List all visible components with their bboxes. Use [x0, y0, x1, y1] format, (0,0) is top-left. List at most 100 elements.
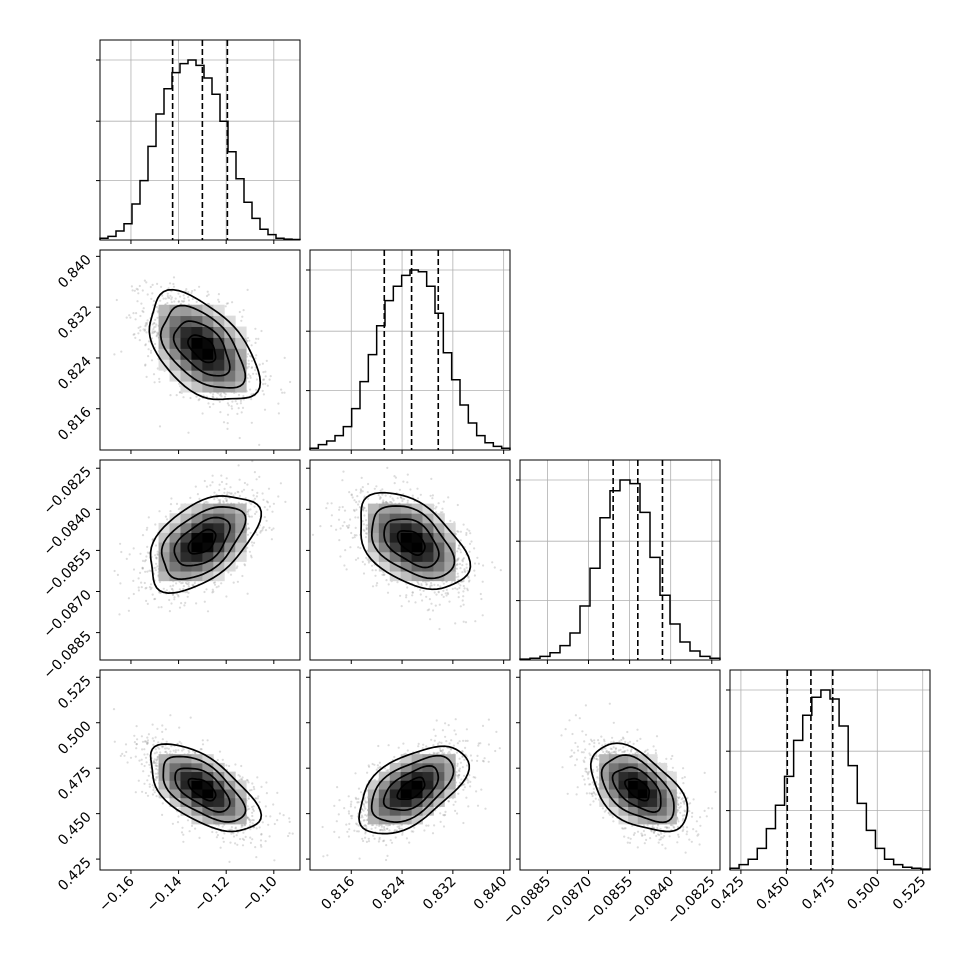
density-cell — [191, 370, 203, 382]
scatter-point — [193, 289, 196, 292]
scatter-point — [405, 596, 408, 599]
scatter-point — [154, 342, 157, 346]
scatter-point — [268, 378, 271, 381]
scatter-point — [145, 528, 148, 531]
scatter-point — [242, 488, 246, 491]
scatter-point — [381, 573, 384, 576]
density-cell — [224, 513, 236, 524]
scatter-point — [459, 605, 462, 608]
scatter-point — [385, 579, 388, 582]
scatter-point — [195, 602, 198, 605]
scatter-point — [341, 479, 344, 482]
scatter-point — [350, 494, 353, 497]
scatter-point — [156, 310, 159, 313]
density-cell — [191, 326, 203, 338]
scatter-point — [258, 443, 261, 446]
scatter-point — [224, 497, 227, 500]
scatter-point — [147, 340, 151, 343]
scatter-point — [270, 538, 273, 541]
scatter-point — [420, 583, 423, 586]
scatter-point — [139, 552, 142, 555]
scatter-point — [154, 597, 157, 601]
scatter-point — [277, 495, 280, 498]
scatter-point — [454, 587, 457, 590]
scatter-point — [349, 546, 352, 549]
scatter-point — [237, 393, 241, 397]
scatter-point — [222, 501, 225, 504]
scatter-point — [281, 391, 284, 394]
scatter-point — [198, 497, 201, 500]
scatter-point — [411, 494, 414, 497]
scatter-point — [152, 331, 155, 334]
scatter-point — [247, 373, 250, 376]
scatter-point — [217, 298, 220, 301]
scatter-point — [168, 598, 171, 602]
scatter-point — [260, 329, 263, 333]
scatter-point — [339, 527, 342, 530]
scatter-point — [338, 539, 341, 542]
scatter-point — [476, 556, 479, 559]
scatter-point — [142, 328, 145, 331]
scatter-point — [213, 491, 216, 494]
scatter-point — [196, 493, 199, 496]
scatter-point — [218, 400, 221, 403]
scatter-point — [499, 569, 502, 572]
scatter-point — [456, 558, 460, 561]
density-cell — [213, 359, 225, 371]
scatter-point — [371, 585, 375, 588]
scatter-point — [133, 289, 136, 292]
scatter-point — [115, 298, 118, 302]
scatter-point — [263, 408, 267, 411]
scatter-point — [132, 312, 135, 315]
scatter-point — [467, 580, 471, 583]
scatter-point — [184, 581, 187, 585]
scatter-point — [446, 591, 449, 594]
scatter-point — [262, 371, 265, 374]
scatter-point — [250, 393, 253, 396]
scatter-point — [330, 524, 333, 528]
scatter-point — [206, 302, 209, 305]
scatter-point — [172, 276, 176, 279]
scatter-point — [149, 349, 153, 352]
scatter-point — [236, 565, 239, 568]
scatter-point — [283, 391, 286, 394]
scatter-point — [223, 491, 226, 494]
scatter-point — [431, 497, 434, 500]
scatter-point — [208, 303, 211, 306]
scatter-point — [137, 586, 140, 589]
scatter-point — [396, 497, 399, 500]
density-cell — [235, 337, 247, 349]
scatter-point — [343, 509, 347, 512]
scatter-point — [456, 588, 459, 591]
scatter-point — [262, 526, 265, 529]
density-cell — [191, 542, 203, 553]
scatter-point — [140, 302, 143, 305]
scatter-point — [141, 309, 144, 313]
scatter-point — [152, 373, 156, 376]
scatter-point — [467, 576, 470, 579]
scatter-point — [335, 528, 338, 531]
scatter-point — [264, 375, 267, 378]
scatter-point — [461, 571, 464, 574]
scatter-point — [146, 545, 149, 549]
scatter-point — [238, 436, 241, 440]
density-cell — [224, 337, 236, 349]
density-cell — [224, 370, 236, 382]
scatter-point — [451, 587, 454, 591]
scatter-point — [259, 531, 262, 534]
scatter-point — [430, 477, 433, 480]
scatter-point — [143, 279, 146, 282]
scatter-point — [173, 598, 176, 601]
scatter-point — [182, 396, 185, 399]
scatter-point — [359, 491, 362, 494]
scatter-point — [152, 304, 155, 307]
scatter-point — [255, 372, 258, 375]
scatter-point — [416, 487, 419, 490]
scatter-point — [177, 292, 180, 295]
scatter-point — [205, 294, 209, 298]
scatter-point — [458, 586, 461, 590]
scatter-point — [358, 500, 361, 503]
scatter-point — [389, 495, 392, 498]
scatter-point — [219, 499, 222, 502]
